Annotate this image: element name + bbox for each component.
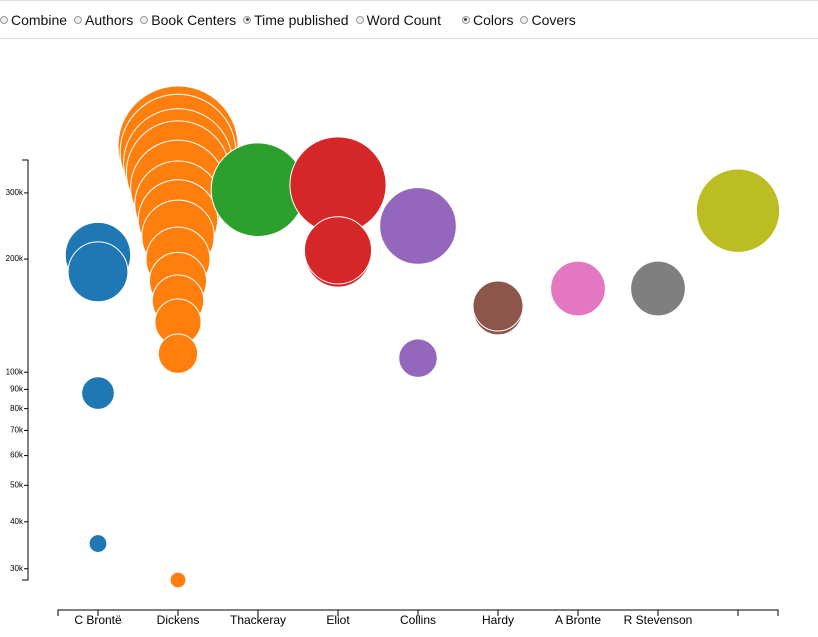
bubble xyxy=(67,241,129,303)
x-tick-label: Thackeray xyxy=(230,613,286,627)
bubble xyxy=(550,260,606,317)
radio-label[interactable]: Word Count xyxy=(366,11,441,28)
bubble xyxy=(154,298,202,346)
bubble xyxy=(123,108,233,219)
x-tick-label: Dickens xyxy=(157,613,200,627)
radio-option[interactable]: Combine xyxy=(0,12,67,28)
radio-label[interactable]: Authors xyxy=(85,11,134,28)
radio[interactable] xyxy=(461,15,470,24)
radio[interactable] xyxy=(0,15,8,24)
radio[interactable] xyxy=(520,15,529,24)
x-axis xyxy=(57,609,779,616)
radio-label[interactable]: Time published xyxy=(254,11,349,28)
radio-option[interactable]: Book Centers xyxy=(140,12,236,28)
bubble xyxy=(151,274,205,327)
x-tick-label: Eliot xyxy=(326,613,350,627)
layout-options: Combine Authors Book Centers Time published… xyxy=(0,12,448,28)
bubble xyxy=(304,220,372,288)
y-tick-label: 40k xyxy=(10,517,24,526)
bubble xyxy=(630,260,686,317)
bubble xyxy=(473,285,523,336)
y-tick-label: 50k xyxy=(10,480,24,489)
bubble xyxy=(472,280,524,332)
y-tick-label: 70k xyxy=(10,426,24,435)
bubble xyxy=(88,534,108,553)
x-tick-label: Hardy xyxy=(482,613,514,627)
x-tick-label: A Bronte xyxy=(555,613,601,627)
bubble xyxy=(289,136,387,234)
radio-label[interactable]: Book Centers xyxy=(151,11,237,28)
radio-option[interactable]: Authors xyxy=(74,12,133,28)
bubble xyxy=(134,160,222,248)
color-options: Colors Covers xyxy=(461,11,583,28)
y-tick-label: 300k xyxy=(6,188,24,197)
bubble xyxy=(149,251,207,310)
y-tick-label: 30k xyxy=(10,564,24,573)
bubble xyxy=(81,376,115,410)
y-tick-label: 80k xyxy=(10,404,24,413)
radio[interactable] xyxy=(243,15,252,24)
bubble xyxy=(398,338,438,378)
radio-option[interactable]: Word Count xyxy=(355,11,441,28)
bubble xyxy=(117,85,239,207)
bubble xyxy=(157,333,199,374)
y-tick-label: 90k xyxy=(10,385,24,394)
toolbar: Combine Authors Book Centers Time published… xyxy=(0,0,818,39)
bubble xyxy=(169,571,187,589)
radio-label[interactable]: Colors xyxy=(472,11,514,28)
x-tick-label: R Stevenson xyxy=(624,613,693,627)
bubble xyxy=(137,179,219,260)
bubble xyxy=(125,120,231,225)
radio[interactable] xyxy=(140,15,149,24)
bubble xyxy=(695,168,781,253)
bubble xyxy=(130,139,226,236)
radio-option[interactable]: Colors xyxy=(461,11,514,28)
y-tick-label: 60k xyxy=(10,451,24,460)
bubble xyxy=(303,216,373,285)
x-tick-label: C Brontë xyxy=(74,613,122,627)
bubble xyxy=(210,142,306,238)
bubble xyxy=(379,187,457,265)
y-tick-label: 100k xyxy=(6,367,24,376)
y-tick-label: 200k xyxy=(6,254,24,263)
radio[interactable] xyxy=(355,15,364,24)
bubble xyxy=(64,221,132,289)
bubble xyxy=(119,93,237,211)
bubble xyxy=(141,199,215,273)
y-axis xyxy=(22,159,29,581)
radio-option[interactable]: Time published xyxy=(243,11,349,28)
radio-label[interactable]: Covers xyxy=(531,11,576,28)
radio-label[interactable]: Combine xyxy=(11,11,68,28)
radio[interactable] xyxy=(74,15,83,24)
radio-option[interactable]: Covers xyxy=(520,11,576,28)
x-tick-label: Collins xyxy=(400,613,436,627)
bubble xyxy=(145,226,211,292)
